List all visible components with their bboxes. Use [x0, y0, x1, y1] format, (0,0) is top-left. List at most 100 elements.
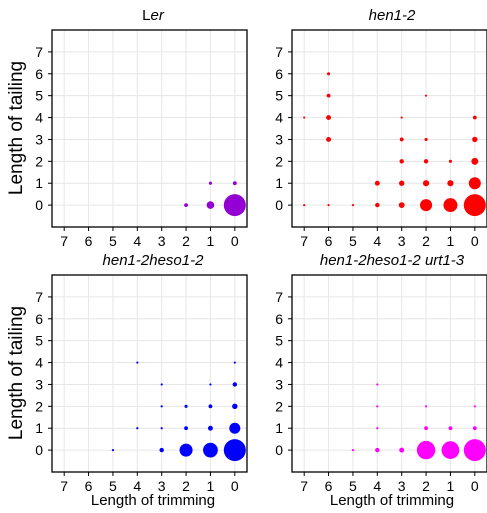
- y-tick-label: 3: [35, 376, 43, 392]
- x-tick-label: 0: [471, 478, 479, 494]
- x-tick-label: 4: [373, 233, 381, 249]
- bubble-point: [471, 157, 479, 165]
- x-tick-label: 1: [207, 233, 215, 249]
- bubble-point: [424, 426, 428, 431]
- bubble-point: [209, 383, 212, 386]
- bubble-point: [208, 181, 212, 185]
- bubble-point: [447, 180, 454, 187]
- bubble-point: [424, 94, 428, 97]
- plot-frame: [291, 274, 487, 473]
- bubble-point: [376, 383, 379, 386]
- y-tick-label: 6: [35, 66, 43, 82]
- bubble-point: [375, 447, 380, 453]
- bubble-point: [351, 204, 355, 207]
- panel-1-title: Ler: [142, 7, 165, 24]
- y-tick-label: 0: [275, 442, 283, 458]
- x-tick-label: 5: [109, 478, 117, 494]
- panel-3-title: hen1-2heso1-2: [103, 252, 205, 269]
- y-tick-label: 4: [275, 110, 283, 126]
- y-tick-label: 2: [35, 398, 43, 414]
- bubble-point: [398, 202, 405, 209]
- bubble-point: [472, 136, 478, 143]
- bubble-point: [468, 177, 481, 190]
- panel-2-title: hen1-2: [369, 7, 416, 24]
- bubble-point: [472, 426, 477, 431]
- bubble-point: [448, 159, 452, 163]
- y-tick-label: 1: [275, 175, 283, 191]
- y-tick-label: 0: [35, 442, 43, 458]
- plot-frame: [291, 29, 487, 228]
- x-tick-label: 2: [422, 233, 430, 249]
- bubble-point: [463, 439, 486, 462]
- y-tick-label: 0: [35, 197, 43, 213]
- bubble-point: [399, 159, 404, 164]
- plot-frame: [51, 274, 248, 473]
- y-tick-label: 7: [275, 289, 283, 305]
- bubble-point: [424, 405, 428, 408]
- bubble-point: [327, 204, 330, 207]
- y-tick-label: 3: [35, 131, 43, 147]
- bubble-point: [463, 194, 486, 217]
- bubble-point: [111, 449, 115, 452]
- panel-3-xlabel: Length of trimming: [91, 492, 215, 509]
- bubble-point: [400, 116, 403, 119]
- bubble-point: [223, 439, 246, 462]
- bubble-point: [207, 425, 213, 431]
- y-tick-label: 3: [275, 131, 283, 147]
- bubble-point: [351, 449, 355, 452]
- panel-3-ylabel: Length of tailing: [6, 306, 27, 440]
- y-tick-label: 3: [275, 376, 283, 392]
- bubble-point: [184, 404, 188, 408]
- bubble-point: [206, 201, 215, 209]
- y-tick-label: 6: [35, 311, 43, 327]
- x-tick-label: 4: [133, 478, 141, 494]
- y-tick-label: 1: [35, 420, 43, 436]
- y-tick-label: 5: [35, 333, 43, 349]
- y-tick-label: 5: [275, 88, 283, 104]
- bubble-point: [303, 116, 306, 119]
- bubble-point: [229, 422, 241, 434]
- x-tick-label: 3: [398, 233, 406, 249]
- bubble-point: [233, 361, 236, 364]
- y-tick-label: 6: [275, 311, 283, 327]
- x-tick-label: 4: [133, 233, 141, 249]
- y-tick-label: 4: [275, 355, 283, 371]
- bubble-point: [420, 199, 433, 212]
- bubble-point: [326, 93, 331, 98]
- bubble-point: [441, 441, 460, 459]
- x-tick-label: 6: [325, 233, 333, 249]
- x-tick-label: 7: [300, 233, 308, 249]
- x-tick-label: 1: [447, 478, 455, 494]
- y-tick-label: 7: [35, 289, 43, 305]
- x-tick-label: 1: [207, 478, 215, 494]
- x-tick-label: 5: [349, 233, 357, 249]
- bubble-point: [208, 404, 213, 409]
- bubble-point: [303, 204, 306, 207]
- bubble-point: [136, 427, 139, 430]
- bubble-point: [399, 447, 405, 453]
- x-tick-label: 3: [158, 233, 166, 249]
- bubble-point: [160, 427, 163, 430]
- bubble-point: [448, 426, 453, 431]
- bubble-point: [473, 405, 476, 408]
- bubble-point: [326, 115, 332, 121]
- bubble-point: [376, 405, 379, 408]
- bubble-point: [416, 440, 436, 460]
- y-tick-label: 1: [275, 420, 283, 436]
- bubble-point: [223, 194, 246, 217]
- bubble-point: [232, 403, 238, 410]
- y-tick-label: 2: [35, 153, 43, 169]
- x-tick-label: 4: [373, 478, 381, 494]
- x-tick-label: 5: [109, 233, 117, 249]
- x-tick-label: 2: [182, 233, 190, 249]
- bubble-point: [160, 405, 163, 408]
- x-tick-label: 7: [60, 478, 68, 494]
- x-tick-label: 2: [422, 478, 430, 494]
- bubble-point: [443, 198, 458, 213]
- bubble-point: [326, 136, 332, 142]
- y-tick-label: 6: [275, 66, 283, 82]
- bubble-point: [232, 181, 237, 186]
